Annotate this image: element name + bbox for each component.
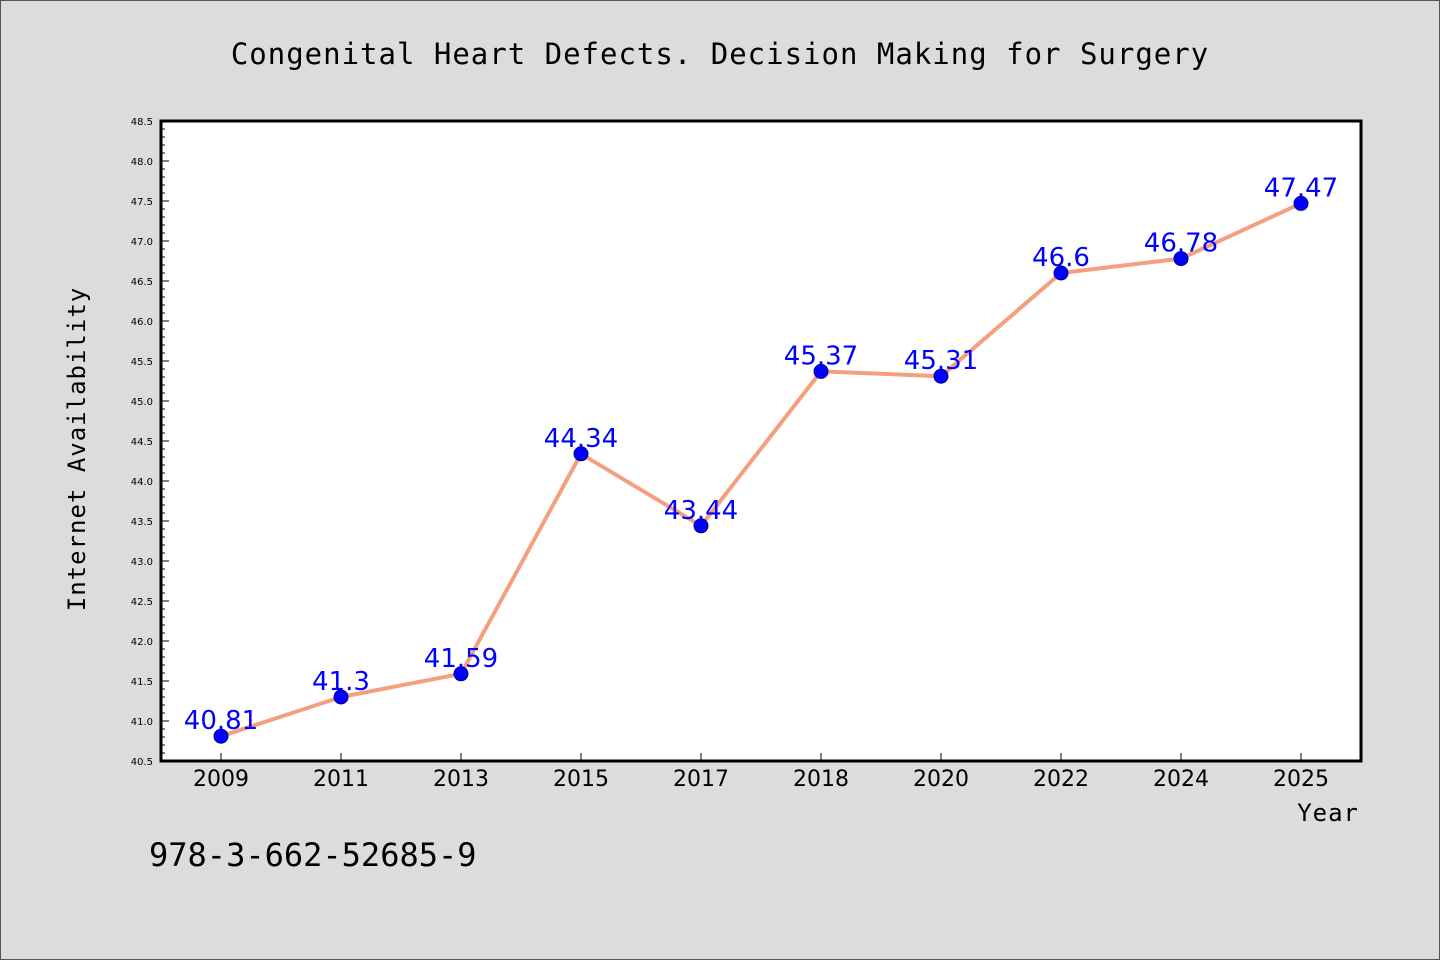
data-label: 47.47 <box>1264 173 1338 203</box>
x-axis-ticks: 2009 2011 2013 2015 2017 2018 2020 2022 2024 2025 <box>193 753 1329 792</box>
y-tick-label: 43.5 <box>131 517 153 528</box>
x-tick-label: 2013 <box>433 767 489 792</box>
y-tick-label: 47.0 <box>131 237 153 248</box>
data-label: 45.31 <box>904 346 978 376</box>
y-tick-label: 42.5 <box>131 597 153 608</box>
y-tick-label: 44.0 <box>131 477 153 488</box>
data-label: 46.6 <box>1032 243 1090 273</box>
data-point <box>1173 251 1189 267</box>
y-tick-label: 48.5 <box>131 117 153 128</box>
y-tick-label: 41.0 <box>131 717 153 728</box>
y-tick-label: 44.5 <box>131 437 153 448</box>
x-tick-label: 2015 <box>553 767 609 792</box>
plot-area <box>159 119 1363 763</box>
data-point <box>693 518 709 534</box>
y-tick-label: 46.5 <box>131 277 153 288</box>
data-label: 44.34 <box>544 424 618 454</box>
isbn-footnote: 978-3-662-52685-9 <box>149 836 477 874</box>
data-label: 40.81 <box>184 706 258 736</box>
data-point <box>1053 265 1069 281</box>
data-label: 43.44 <box>664 496 738 526</box>
y-tick-label: 45.5 <box>131 357 153 368</box>
y-tick-label: 42.0 <box>131 637 153 648</box>
y-tick-label: 43.0 <box>131 557 153 568</box>
x-tick-label: 2025 <box>1273 767 1329 792</box>
data-series <box>213 195 1309 744</box>
data-label: 41.59 <box>424 644 498 674</box>
x-tick-label: 2020 <box>913 767 969 792</box>
data-point <box>933 368 949 384</box>
y-tick-label: 45.0 <box>131 397 153 408</box>
chart-title: Congenital Heart Defects. Decision Makin… <box>231 37 1209 71</box>
x-tick-label: 2018 <box>793 767 849 792</box>
x-axis-label: Year <box>1297 799 1359 827</box>
x-tick-label: 2009 <box>193 767 249 792</box>
series-line <box>219 201 1303 739</box>
data-label: 45.37 <box>784 341 858 371</box>
data-point <box>573 446 589 462</box>
data-point <box>453 666 469 682</box>
y-tick-label: 47.5 <box>131 197 153 208</box>
x-tick-label: 2024 <box>1153 767 1209 792</box>
y-axis-ticks: 40.5 41.0 41.5 42.0 42.5 43.0 43.5 44.0 44.5 45.0… <box>131 117 169 768</box>
data-point <box>813 363 829 379</box>
data-point <box>213 728 229 744</box>
y-tick-label: 40.5 <box>131 757 153 768</box>
data-point <box>1293 195 1309 211</box>
y-tick-label: 46.0 <box>131 317 153 328</box>
data-label: 46.78 <box>1144 229 1218 259</box>
x-tick-label: 2011 <box>313 767 369 792</box>
y-axis-label: Internet Availability <box>63 287 91 611</box>
data-label: 41.3 <box>312 667 370 697</box>
x-tick-label: 2022 <box>1033 767 1089 792</box>
x-tick-label: 2017 <box>673 767 729 792</box>
y-tick-label: 48.0 <box>131 157 153 168</box>
data-point <box>333 689 349 705</box>
y-tick-label: 41.5 <box>131 677 153 688</box>
data-labels: 40.81 41.3 41.59 44.34 43.44 45.37 45.31 46.6 46… <box>184 173 1338 736</box>
